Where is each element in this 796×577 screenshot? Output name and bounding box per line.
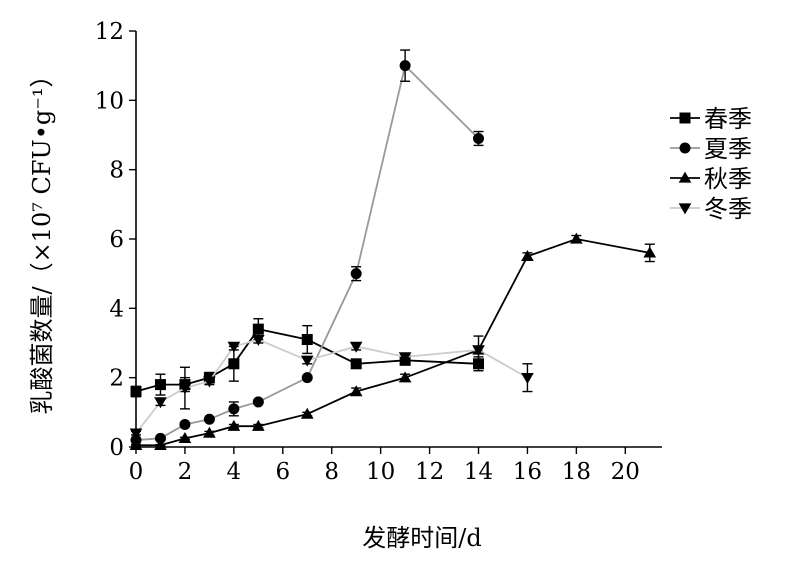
data-point (252, 419, 265, 431)
data-point (643, 246, 657, 258)
data-point (154, 432, 166, 444)
x-tick-label: 8 (324, 459, 339, 485)
series-line (135, 63, 480, 441)
legend-marker (678, 171, 692, 183)
data-point (398, 352, 412, 364)
x-tick-label: 0 (129, 459, 144, 485)
data-point (129, 428, 143, 440)
data-point (349, 341, 363, 353)
y-tick-label: 8 (109, 158, 124, 184)
x-tick-label: 6 (275, 459, 290, 485)
series-line (136, 238, 650, 447)
data-point (179, 418, 191, 430)
data-point (472, 345, 485, 357)
x-tick-label: 16 (513, 459, 542, 485)
data-point (154, 379, 166, 391)
x-tick-label: 14 (464, 459, 493, 485)
data-point (252, 323, 264, 335)
data-point (203, 426, 216, 438)
y-tick-label: 4 (109, 296, 124, 322)
x-axis-title: 发酵时间/d (362, 524, 481, 552)
data-point (301, 334, 313, 346)
data-point (301, 372, 313, 384)
legend-label: 秋季 (704, 165, 752, 193)
x-tick-label: 10 (366, 459, 395, 485)
data-point (228, 403, 240, 415)
legend-item-2: 夏季 (670, 135, 752, 163)
data-point (130, 386, 142, 398)
y-tick-label: 2 (109, 366, 124, 392)
y-tick-label: 0 (109, 435, 124, 461)
series-line (135, 328, 479, 393)
y-tick-label: 6 (109, 227, 124, 253)
legend-marker (678, 203, 692, 215)
data-point (300, 355, 314, 367)
data-point (178, 432, 192, 444)
legend-item-3: 秋季 (670, 165, 752, 193)
series-layer (129, 49, 657, 450)
legend-label: 夏季 (704, 135, 752, 163)
data-point (570, 232, 583, 244)
data-point (350, 358, 362, 370)
x-tick-label: 20 (611, 459, 640, 485)
data-point (203, 376, 216, 388)
data-point (473, 132, 485, 144)
series-1 (130, 318, 485, 398)
legend-marker (679, 112, 691, 124)
data-point (300, 407, 314, 419)
x-tick-label: 12 (415, 459, 444, 485)
data-point (521, 372, 534, 384)
data-point (203, 413, 215, 425)
data-point (521, 250, 534, 262)
data-point (154, 438, 167, 450)
data-point (252, 334, 265, 346)
y-tick-label: 10 (95, 88, 124, 114)
data-point (228, 358, 240, 370)
data-point (252, 396, 264, 408)
legend-label: 冬季 (704, 195, 752, 223)
data-point (154, 397, 167, 409)
legend-label: 春季 (704, 105, 752, 133)
data-point (350, 268, 362, 280)
x-tick-label: 4 (227, 459, 242, 485)
data-point (349, 385, 363, 397)
data-point (227, 419, 241, 431)
y-axis-title: 乳酸菌数量/（×10⁷ CFU•g⁻¹） (28, 63, 56, 414)
series-4 (129, 334, 534, 440)
data-point (178, 383, 192, 395)
series-2 (130, 49, 485, 446)
legend-item-4: 冬季 (670, 195, 752, 223)
legend-item-1: 春季 (670, 105, 752, 133)
data-point (398, 371, 412, 383)
x-tick-label: 18 (562, 459, 591, 485)
legend-marker (679, 142, 691, 154)
data-point (227, 341, 241, 353)
data-point (129, 438, 143, 450)
data-point (399, 60, 411, 72)
axes: 0 2 4 6 8 10 12 14 16 18 20 0 2 4 6 8 10 12 (95, 19, 662, 485)
x-tick-label: 2 (178, 459, 193, 485)
y-tick-label: 12 (95, 19, 124, 45)
